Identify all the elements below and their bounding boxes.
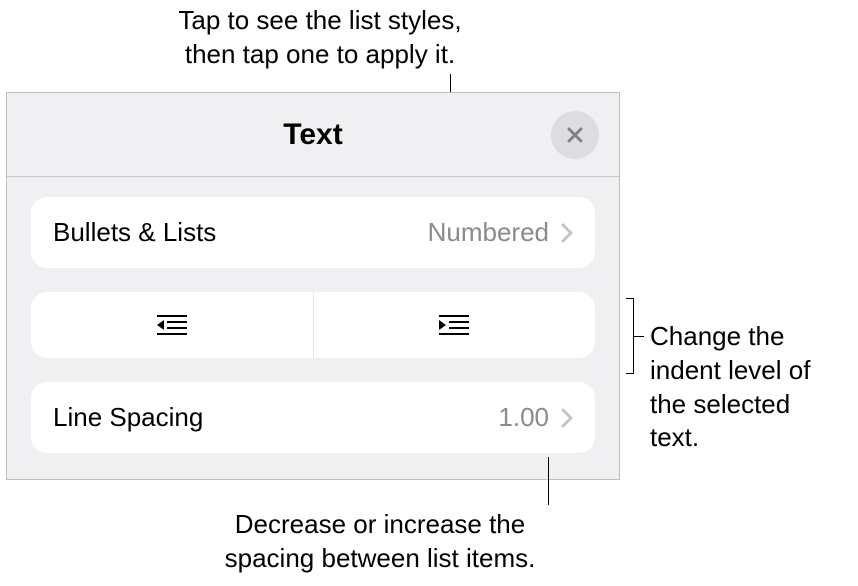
outdent-icon — [157, 314, 187, 336]
callout-bottom-line2: spacing between list items. — [225, 543, 536, 573]
bullets-lists-label: Bullets & Lists — [53, 217, 216, 248]
chevron-right-icon — [561, 223, 573, 243]
callout-right-line3: the selected — [650, 389, 790, 419]
close-button[interactable] — [551, 111, 599, 159]
callout-top-line1: Tap to see the list styles, — [178, 5, 461, 35]
leader-bottom — [548, 457, 549, 505]
panel-header: Text — [7, 93, 619, 177]
indent-icon — [439, 314, 469, 336]
callout-top-line2: then tap one to apply it. — [185, 39, 455, 69]
callout-bottom-line1: Decrease or increase the — [235, 509, 525, 539]
close-icon — [565, 125, 585, 145]
text-panel: Text Bullets & Lists Numbered — [6, 92, 620, 480]
indent-button[interactable] — [313, 292, 596, 358]
panel-title: Text — [283, 118, 342, 152]
callout-right-line4: text. — [650, 422, 699, 452]
line-spacing-row[interactable]: Line Spacing 1.00 — [31, 382, 595, 453]
outdent-button[interactable] — [31, 292, 313, 358]
chevron-right-icon — [561, 408, 573, 428]
callout-right: Change the indent level of the selected … — [650, 320, 852, 455]
indent-control — [31, 292, 595, 358]
bracket-right — [626, 298, 634, 374]
leader-right — [634, 336, 644, 337]
callout-right-line2: indent level of — [650, 355, 810, 385]
callout-top: Tap to see the list styles, then tap one… — [120, 4, 520, 72]
bullets-lists-row[interactable]: Bullets & Lists Numbered — [31, 197, 595, 268]
panel-body: Bullets & Lists Numbered — [7, 177, 619, 453]
callout-right-line1: Change the — [650, 321, 784, 351]
callout-bottom: Decrease or increase the spacing between… — [180, 508, 580, 576]
line-spacing-label: Line Spacing — [53, 402, 203, 433]
bullets-lists-value: Numbered — [428, 217, 549, 248]
line-spacing-value: 1.00 — [498, 402, 549, 433]
